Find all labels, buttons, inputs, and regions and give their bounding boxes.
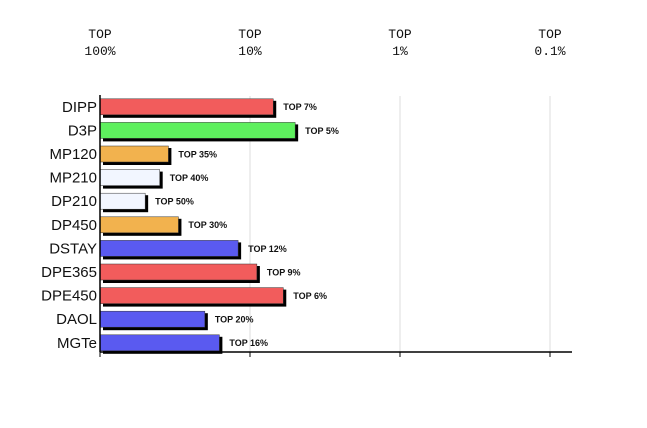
bar	[99, 334, 220, 352]
bar	[99, 98, 274, 116]
category-label: DSTAY	[49, 240, 97, 257]
value-label: TOP 9%	[267, 267, 301, 277]
value-label: TOP 40%	[170, 173, 209, 183]
value-label: TOP 50%	[155, 197, 194, 207]
category-label: DIPP	[62, 99, 97, 116]
x-tick-label: TOP 0.1%	[534, 27, 566, 59]
bar	[99, 169, 160, 186]
category-label: DAOL	[56, 311, 97, 328]
value-label: TOP 7%	[283, 102, 317, 112]
value-label: TOP 35%	[178, 149, 217, 159]
category-label: DPE450	[41, 288, 97, 305]
x-tick-label: TOP 100%	[84, 27, 116, 59]
category-label: MGTe	[57, 335, 97, 352]
value-label: TOP 5%	[305, 126, 339, 136]
bar	[99, 192, 146, 210]
bar	[99, 216, 179, 234]
bar	[99, 287, 284, 304]
category-label: D3P	[68, 122, 97, 139]
x-tick-label: TOP 10%	[238, 27, 262, 59]
value-label: TOP 30%	[188, 220, 227, 230]
bar	[99, 240, 239, 257]
x-tick-label: TOP 1%	[388, 27, 412, 59]
category-label: MP210	[49, 170, 97, 187]
bar	[99, 310, 206, 328]
category-label: DP450	[51, 217, 97, 234]
value-label: TOP 6%	[293, 291, 327, 301]
value-label: TOP 16%	[229, 338, 268, 348]
value-label: TOP 20%	[215, 315, 254, 325]
value-label: TOP 12%	[248, 244, 287, 254]
category-label: MP120	[49, 146, 97, 163]
category-label: DP210	[51, 193, 97, 210]
bar	[99, 122, 296, 139]
bar	[99, 145, 169, 163]
bar	[99, 263, 258, 281]
category-label: DPE365	[41, 264, 97, 281]
